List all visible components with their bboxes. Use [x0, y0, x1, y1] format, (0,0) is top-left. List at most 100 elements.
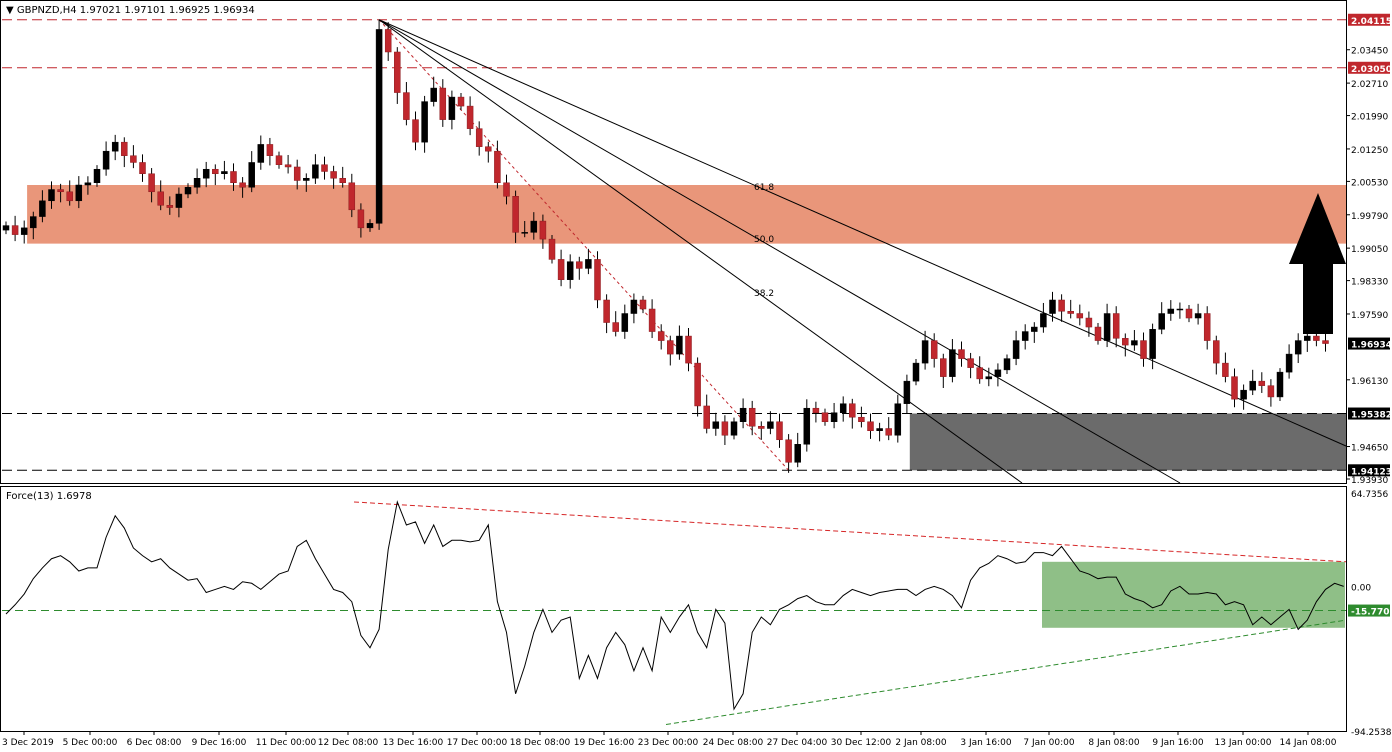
- candle: [566, 254, 574, 289]
- candle: [403, 82, 410, 126]
- candle: [1304, 331, 1311, 352]
- time-tick-label: 5 Dec 00:00: [63, 738, 118, 748]
- bearish-candle-body: [648, 308, 656, 332]
- candle: [730, 417, 738, 440]
- level-label-box: [1348, 13, 1390, 26]
- candle: [958, 341, 965, 367]
- bearish-candle-body: [930, 340, 938, 359]
- candle: [303, 173, 310, 192]
- fib-label-38-2: 38.2: [754, 289, 774, 299]
- force-level-label-box: [1348, 604, 1390, 617]
- candle: [667, 335, 674, 366]
- time-tick-label: 13 Dec 16:00: [383, 738, 444, 748]
- bearish-candle-body: [858, 416, 865, 422]
- candle: [930, 333, 938, 368]
- candle: [193, 168, 201, 194]
- time-tick-label: 9 Jan 16:00: [1152, 738, 1204, 748]
- candle: [284, 154, 292, 174]
- candle: [1322, 332, 1329, 352]
- candle: [430, 76, 437, 107]
- candle: [1140, 332, 1147, 367]
- candle: [821, 408, 829, 426]
- candle: [1040, 302, 1047, 333]
- candle: [903, 374, 911, 414]
- force-title: Force(13) 1.6978: [6, 491, 92, 502]
- candle: [212, 164, 219, 186]
- candle: [603, 294, 610, 334]
- bearish-candle-body: [1203, 313, 1211, 341]
- bullish-candle-body: [1240, 389, 1247, 400]
- bearish-candle-body: [967, 358, 974, 368]
- bullish-candle-body: [184, 187, 192, 195]
- price-tick-label: 1.99050: [1351, 245, 1388, 255]
- level-label: 2.03050: [1351, 65, 1392, 75]
- bearish-candle-body: [694, 362, 701, 407]
- price-levels: [2, 19, 1346, 471]
- price-tick-label: 1.98330: [1351, 278, 1388, 288]
- candle: [1203, 306, 1211, 350]
- candle: [694, 357, 701, 417]
- bullish-candle-body: [876, 428, 883, 432]
- bullish-candle-body: [1149, 329, 1156, 359]
- candle: [794, 432, 801, 468]
- candle: [357, 203, 365, 238]
- candle: [221, 160, 228, 180]
- candle: [876, 422, 883, 442]
- candle: [1285, 344, 1293, 379]
- bearish-candle-body: [412, 119, 419, 143]
- candle: [130, 145, 137, 169]
- bearish-candle-body: [284, 164, 292, 168]
- bullish-candle-body: [894, 403, 902, 436]
- candle: [1231, 368, 1238, 408]
- fib-label-61-8: 61.8: [754, 183, 774, 193]
- candle: [421, 95, 428, 153]
- candle: [111, 134, 119, 161]
- bearish-candle-body: [230, 171, 237, 184]
- candle: [1149, 323, 1156, 370]
- candle: [894, 394, 902, 443]
- candle: [657, 324, 665, 350]
- time-tick-label: 8 Jan 08:00: [1088, 738, 1140, 748]
- bullish-candle-body: [2, 225, 10, 231]
- candle: [457, 93, 465, 111]
- bullish-candle-body: [1021, 331, 1029, 341]
- candle: [384, 22, 392, 61]
- bullish-candle-body: [39, 200, 46, 217]
- candle: [11, 215, 19, 242]
- bearish-candle-body: [357, 209, 365, 229]
- bearish-candle-body: [1231, 376, 1238, 400]
- candle: [466, 96, 474, 136]
- bullish-candle-body: [93, 168, 101, 184]
- fibonacci-fan: [378, 19, 1347, 484]
- candle: [630, 293, 638, 324]
- candle: [785, 434, 792, 473]
- bearish-candle-body: [157, 191, 164, 206]
- candle: [39, 190, 46, 223]
- price-tick-label: 2.01990: [1351, 113, 1388, 123]
- bullish-candle-body: [739, 407, 747, 422]
- bearish-candle-body: [148, 173, 155, 193]
- candle: [230, 163, 237, 191]
- bullish-candle-body: [1194, 313, 1202, 319]
- bullish-candle-body: [1131, 340, 1138, 346]
- bearish-candle-body: [1313, 335, 1320, 341]
- candle: [985, 367, 993, 387]
- level-label-box: [1348, 407, 1390, 420]
- candle: [512, 190, 519, 243]
- candle: [940, 353, 947, 389]
- bearish-candle-body: [394, 51, 401, 93]
- price-tick-label: 1.94650: [1351, 444, 1388, 454]
- bullish-candle-body: [1294, 340, 1302, 355]
- candle: [503, 174, 510, 205]
- price-tick-label: 1.93930: [1351, 476, 1388, 486]
- bullish-candle-body: [248, 162, 255, 188]
- candle: [776, 413, 783, 448]
- time-tick-label: 2 Jan 08:00: [895, 738, 947, 748]
- candle: [375, 19, 383, 230]
- candle: [676, 325, 683, 360]
- candle: [548, 235, 556, 264]
- bullish-candle-body: [630, 299, 638, 314]
- bearish-candle-body: [940, 358, 947, 377]
- bullish-candle-body: [712, 421, 720, 429]
- candle: [1258, 372, 1266, 393]
